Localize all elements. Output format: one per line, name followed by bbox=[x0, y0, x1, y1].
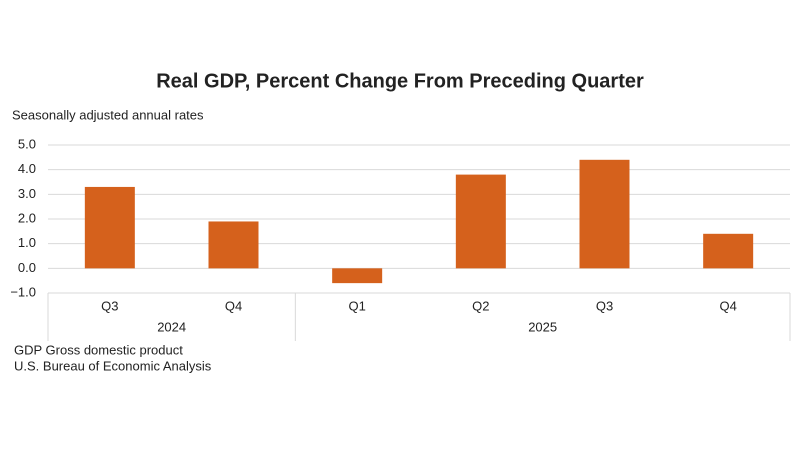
chart-subtitle: Seasonally adjusted annual rates bbox=[12, 107, 204, 122]
y-tick-label: −1.0 bbox=[10, 284, 36, 299]
bar bbox=[455, 174, 506, 269]
x-tick-label: Q2 bbox=[472, 298, 489, 313]
bar bbox=[579, 159, 630, 269]
x-tick-label: Q3 bbox=[596, 298, 613, 313]
bar bbox=[84, 186, 135, 269]
x-tick-label: Q4 bbox=[719, 298, 736, 313]
source-note: U.S. Bureau of Economic Analysis bbox=[14, 358, 212, 373]
chart-title: Real GDP, Percent Change From Preceding … bbox=[156, 70, 644, 92]
y-tick-label: 5.0 bbox=[18, 136, 36, 151]
y-tick-label: 1.0 bbox=[18, 235, 36, 250]
y-tick-label: 0.0 bbox=[18, 260, 36, 275]
group-label: 2024 bbox=[157, 319, 186, 334]
y-tick-label: 4.0 bbox=[18, 161, 36, 176]
group-label: 2025 bbox=[528, 319, 557, 334]
footnote: GDP Gross domestic product bbox=[14, 342, 183, 357]
bar bbox=[208, 221, 259, 269]
y-tick-label: 2.0 bbox=[18, 210, 36, 225]
y-tick-label: 3.0 bbox=[18, 186, 36, 201]
x-tick-label: Q3 bbox=[101, 298, 118, 313]
x-tick-label: Q1 bbox=[348, 298, 365, 313]
bar bbox=[703, 233, 754, 269]
bar bbox=[332, 268, 383, 284]
x-tick-label: Q4 bbox=[225, 298, 242, 313]
